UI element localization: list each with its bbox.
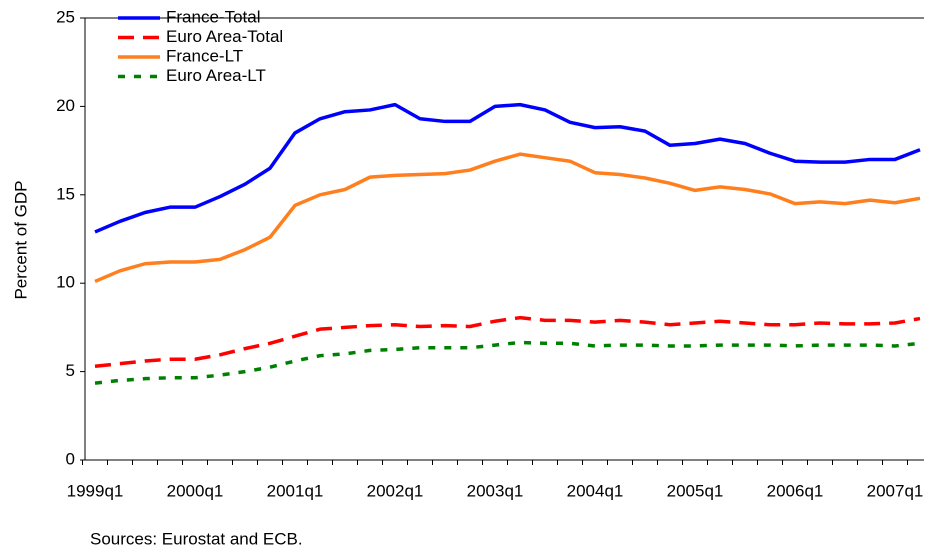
x-tick-label: 2002q1 [367, 481, 424, 500]
legend-label: France-Total [166, 7, 260, 26]
series-line [94, 102, 921, 234]
x-tick-label: 2003q1 [467, 481, 524, 500]
series-line [94, 315, 921, 369]
x-tick-label: 1999q1 [67, 481, 124, 500]
y-tick-label: 5 [66, 361, 75, 380]
x-tick-label: 2001q1 [267, 481, 324, 500]
x-tick-label: 2007q1 [867, 481, 924, 500]
x-tick-label: 2000q1 [167, 481, 224, 500]
legend-label: Euro Area-Total [166, 27, 283, 46]
x-tick-label: 2006q1 [767, 481, 824, 500]
y-tick-label: 10 [56, 273, 75, 292]
legend-label: France-LT [166, 46, 243, 65]
series-line [94, 152, 921, 284]
y-axis-label: Percent of GDP [11, 180, 30, 299]
series-line [94, 340, 921, 385]
x-tick-label: 2004q1 [567, 481, 624, 500]
source-note: Sources: Eurostat and ECB. [90, 529, 303, 548]
x-tick-label: 2005q1 [667, 481, 724, 500]
y-tick-label: 0 [66, 449, 75, 468]
y-tick-label: 20 [56, 96, 75, 115]
y-tick-label: 15 [56, 184, 75, 203]
y-tick-label: 25 [56, 7, 75, 26]
legend-label: Euro Area-LT [166, 66, 266, 85]
